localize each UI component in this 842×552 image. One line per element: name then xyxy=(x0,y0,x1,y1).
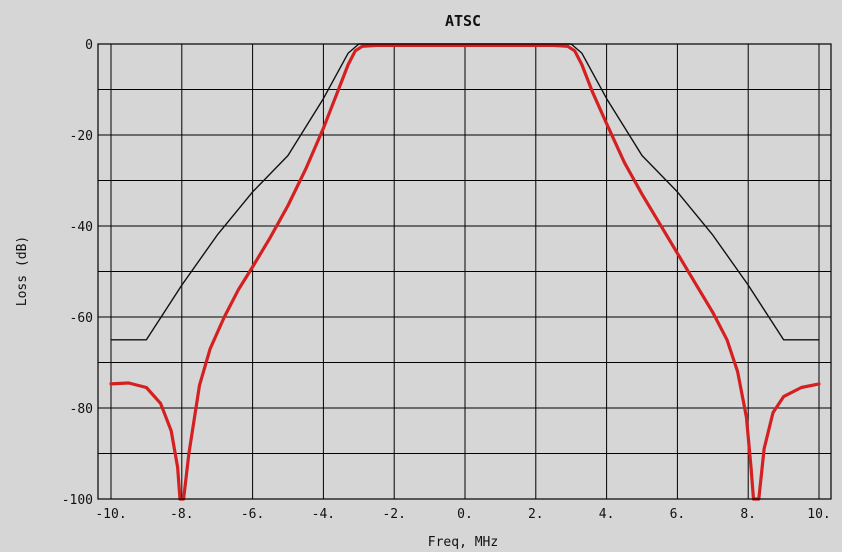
y-tick-labels: 0 -20 -40 -60 -80 -100 xyxy=(62,38,93,508)
x-tick-labels: -10. -8. -6. -4. -2. 0. 2. 4. 6. 8. 10. xyxy=(95,507,830,522)
series-line-red xyxy=(109,43,821,501)
y-axis-label: Loss (dB) xyxy=(15,236,30,306)
y-tick-label: -80 xyxy=(70,402,93,417)
x-tick-label: 0. xyxy=(457,507,473,522)
x-tick-label: -10. xyxy=(95,507,126,522)
x-tick-label: -6. xyxy=(241,507,264,522)
x-tick-label: 10. xyxy=(807,507,830,522)
x-tick-label: 4. xyxy=(599,507,615,522)
plot-frame xyxy=(97,43,832,500)
x-tick-label: -8. xyxy=(170,507,193,522)
y-tick-label: -20 xyxy=(70,129,93,144)
y-tick-label: -40 xyxy=(70,220,93,235)
x-axis-label: Freq, MHz xyxy=(428,535,498,550)
x-tick-label: 8. xyxy=(740,507,756,522)
y-tick-label: 0 xyxy=(85,38,93,53)
y-tick-label: -100 xyxy=(62,493,93,508)
x-tick-label: -2. xyxy=(382,507,405,522)
x-tick-label: 6. xyxy=(670,507,686,522)
y-tick-label: -60 xyxy=(70,311,93,326)
grid xyxy=(98,44,831,499)
chart-title: ATSC xyxy=(445,12,481,30)
x-tick-label: -4. xyxy=(312,507,335,522)
x-tick-label: 2. xyxy=(528,507,544,522)
